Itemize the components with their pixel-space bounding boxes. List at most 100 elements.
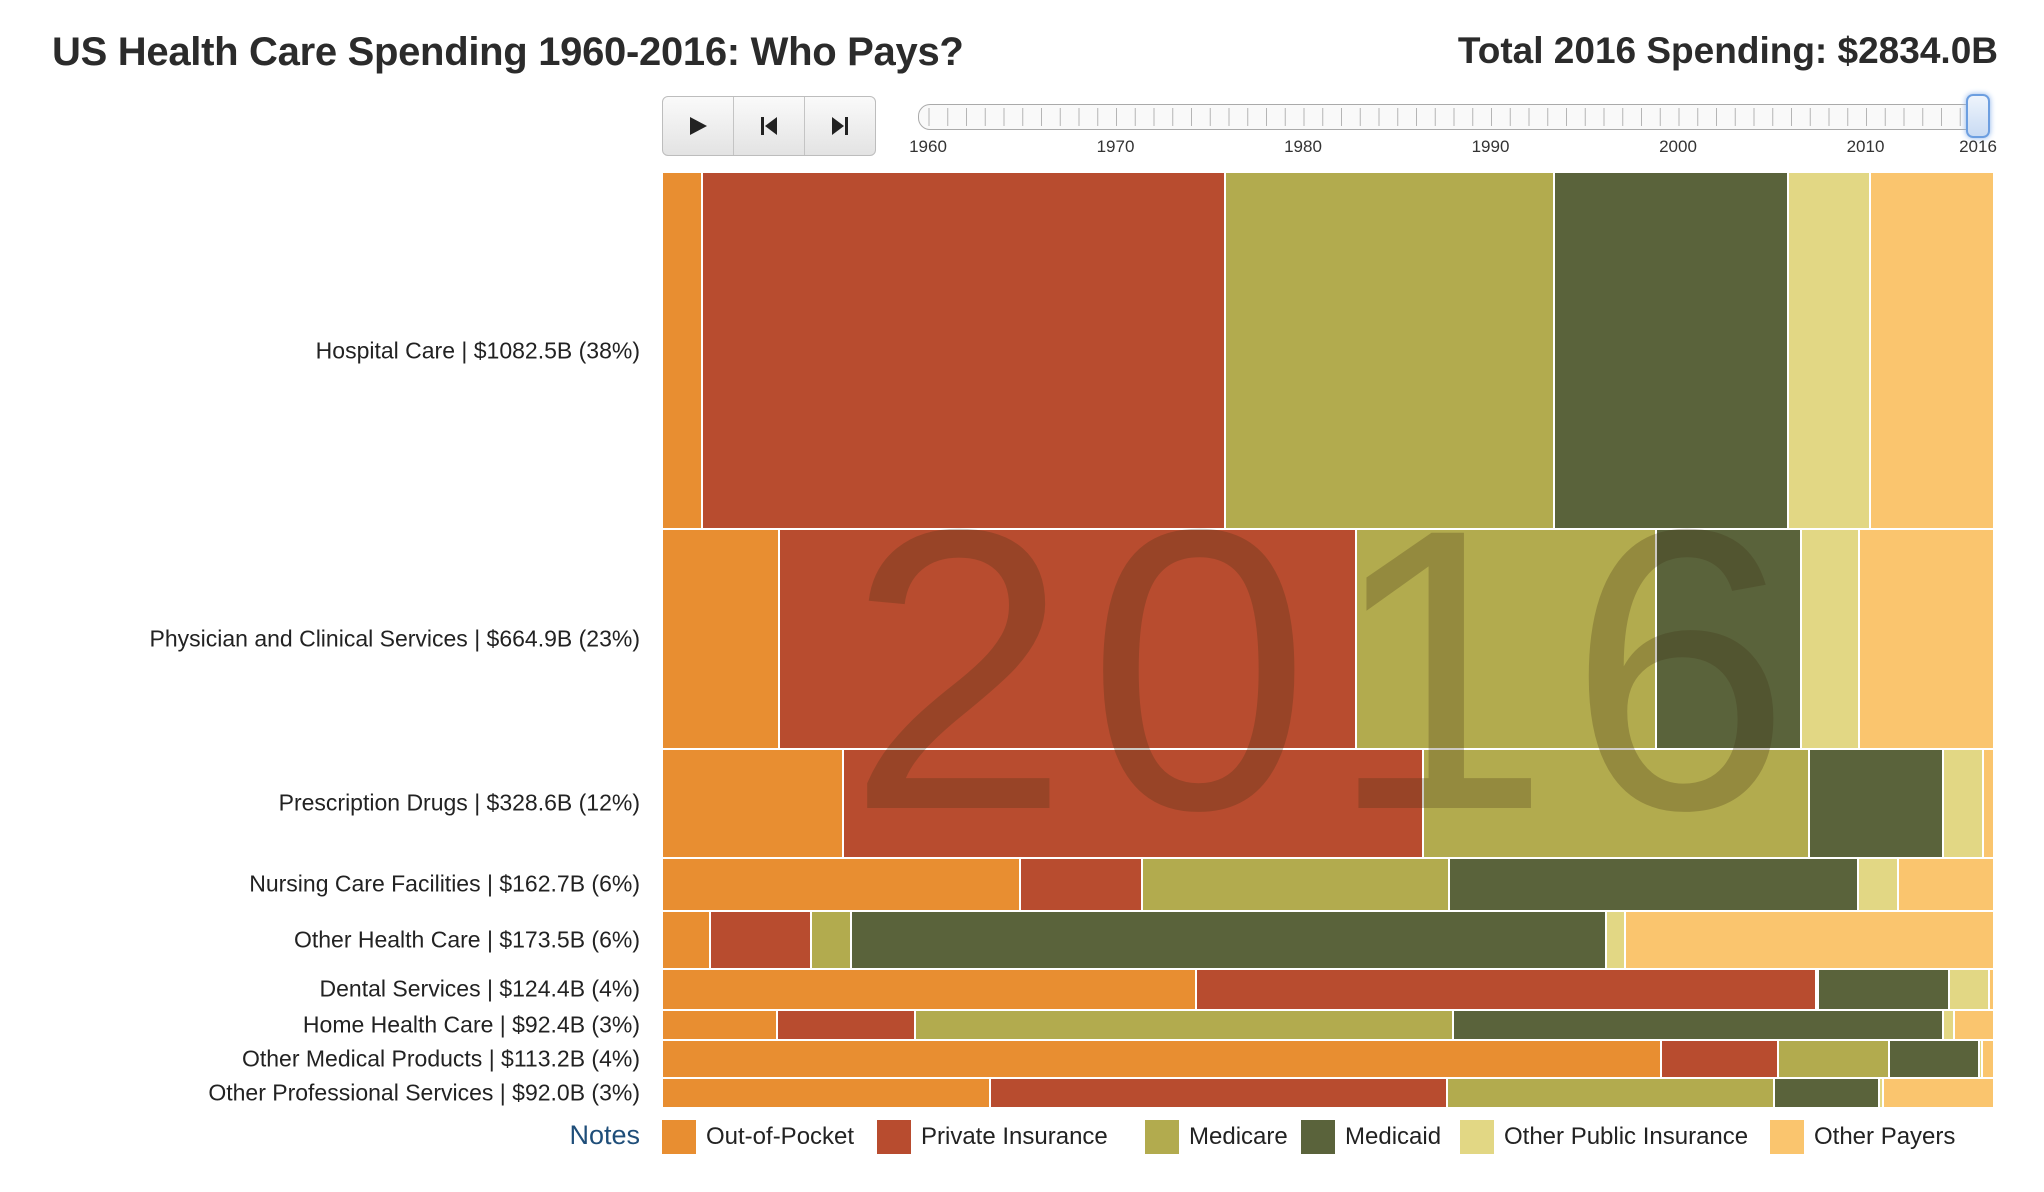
legend-label: Medicaid	[1345, 1123, 1442, 1150]
mosaic-segment[interactable]	[1554, 172, 1788, 530]
legend-label: Other Public Insurance	[1504, 1123, 1749, 1150]
category-label: Home Health Care | $92.4B (3%)	[302, 1011, 640, 1038]
mosaic-segment[interactable]	[1787, 172, 1871, 530]
mosaic-segment[interactable]	[662, 172, 702, 530]
mosaic-segment[interactable]	[1983, 749, 1994, 858]
legend-item[interactable]: Other Payers	[1770, 1120, 1955, 1154]
year-label: 1970	[1096, 137, 1135, 156]
mosaic-segment[interactable]	[1982, 1040, 1994, 1078]
mosaic-segment[interactable]	[1800, 529, 1860, 750]
mosaic-segment[interactable]	[1661, 1040, 1779, 1078]
legend-label: Out-of-Pocket	[706, 1123, 855, 1150]
category-label: Nursing Care Facilities | $162.7B (6%)	[249, 870, 640, 897]
legend-item[interactable]: Medicaid	[1301, 1120, 1441, 1154]
legend-swatch	[1460, 1120, 1494, 1154]
playback-controls	[662, 96, 876, 156]
mosaic-segment[interactable]	[1979, 1040, 1982, 1078]
mosaic-segment[interactable]	[1879, 1077, 1884, 1108]
mosaic-segment[interactable]	[662, 1077, 990, 1108]
notes-link[interactable]: Notes	[569, 1120, 640, 1150]
mosaic-segment[interactable]	[1196, 968, 1816, 1010]
year-label: 2000	[1659, 137, 1697, 156]
legend-item[interactable]: Private Insurance	[877, 1120, 1108, 1154]
year-label: 2010	[1846, 137, 1885, 156]
legend-swatch	[1301, 1120, 1335, 1154]
legend-swatch	[1145, 1120, 1179, 1154]
mosaic-segment[interactable]	[989, 1077, 1447, 1108]
year-label: 1990	[1471, 137, 1510, 156]
skip-back-icon	[761, 117, 777, 135]
previous-year-button[interactable]	[734, 97, 805, 155]
next-year-button[interactable]	[805, 97, 875, 155]
mosaic-segment[interactable]	[1808, 749, 1944, 858]
mosaic-segment[interactable]	[1606, 911, 1626, 969]
mosaic-segment[interactable]	[1815, 968, 1819, 1010]
legend-item[interactable]: Medicare	[1145, 1120, 1288, 1154]
mosaic-segment[interactable]	[915, 1009, 1454, 1041]
mosaic-segment[interactable]	[1943, 1009, 1955, 1041]
mosaic-segment[interactable]	[779, 529, 1356, 750]
mosaic-segment[interactable]	[1446, 1077, 1775, 1108]
mosaic-segment[interactable]	[1774, 1077, 1880, 1108]
legend-label: Medicare	[1189, 1123, 1288, 1150]
mosaic-segment[interactable]	[1988, 968, 1994, 1010]
mosaic-segment[interactable]	[1625, 911, 1994, 969]
mosaic-segment[interactable]	[1943, 749, 1984, 858]
mosaic-segment[interactable]	[1422, 749, 1809, 858]
legend-item[interactable]: Other Public Insurance	[1460, 1120, 1748, 1154]
category-label: Physician and Clinical Services | $664.9…	[149, 625, 641, 652]
mosaic-segment[interactable]	[1141, 857, 1450, 912]
mosaic-segment[interactable]	[851, 911, 1607, 969]
play-button[interactable]	[663, 97, 734, 155]
legend-label: Other Payers	[1814, 1123, 1956, 1150]
year-label: 1980	[1284, 137, 1322, 156]
mosaic-segment[interactable]	[1453, 1009, 1944, 1041]
legend-item[interactable]: Out-of-Pocket	[662, 1120, 854, 1154]
year-slider-handle[interactable]	[1966, 94, 1990, 138]
mosaic-segment[interactable]	[1858, 857, 1899, 912]
category-label: Other Professional Services | $92.0B (3%…	[208, 1079, 640, 1106]
mosaic-segment[interactable]	[1883, 1077, 1994, 1108]
mosaic-segment[interactable]	[1778, 1040, 1889, 1078]
mosaic-segment[interactable]	[662, 1040, 1661, 1078]
category-label: Other Medical Products | $113.2B (4%)	[241, 1045, 640, 1072]
mosaic-segment[interactable]	[843, 749, 1423, 858]
mosaic-segment[interactable]	[1948, 968, 1989, 1010]
legend-label: Private Insurance	[921, 1123, 1108, 1150]
mosaic-segment[interactable]	[662, 529, 780, 750]
mosaic-segment[interactable]	[1859, 529, 1994, 750]
mosaic-segment[interactable]	[1954, 1009, 1994, 1041]
year-slider-ticks	[928, 108, 1980, 126]
mosaic-segment[interactable]	[662, 911, 710, 969]
legend-swatch	[662, 1120, 696, 1154]
skip-forward-icon	[832, 117, 848, 135]
year-label: 1960	[909, 137, 947, 156]
mosaic-segment[interactable]	[1898, 857, 1994, 912]
mosaic-segment[interactable]	[776, 1009, 916, 1041]
category-label: Dental Services | $124.4B (4%)	[319, 975, 640, 1002]
mosaic-segment[interactable]	[709, 911, 812, 969]
chart-title: US Health Care Spending 1960-2016: Who P…	[52, 30, 964, 74]
mosaic-segment[interactable]	[701, 172, 1226, 530]
mosaic-segment[interactable]	[811, 911, 852, 969]
mosaic-segment[interactable]	[1355, 529, 1656, 750]
legend-swatch	[877, 1120, 911, 1154]
mosaic-segment[interactable]	[1870, 172, 1994, 530]
mosaic-segment[interactable]	[1020, 857, 1142, 912]
play-icon	[690, 117, 707, 135]
category-label: Hospital Care | $1082.5B (38%)	[315, 337, 640, 364]
mosaic-segment[interactable]	[1818, 968, 1949, 1010]
mosaic-segment[interactable]	[662, 968, 1197, 1010]
mosaic-segment[interactable]	[1225, 172, 1555, 530]
mosaic-segment[interactable]	[1888, 1040, 1980, 1078]
mosaic-segment[interactable]	[662, 1009, 777, 1041]
mosaic-segment[interactable]	[1655, 529, 1801, 750]
category-label: Other Health Care | $173.5B (6%)	[293, 926, 640, 953]
mosaic-segment[interactable]	[662, 749, 844, 858]
mosaic-segment[interactable]	[1449, 857, 1859, 912]
mosaic-segment[interactable]	[662, 857, 1021, 912]
category-label: Prescription Drugs | $328.6B (12%)	[278, 789, 640, 816]
year-slider-track[interactable]	[918, 104, 1990, 130]
total-spending: Total 2016 Spending: $2834.0B	[1457, 30, 1998, 71]
year-label: 2016	[1959, 137, 1997, 156]
